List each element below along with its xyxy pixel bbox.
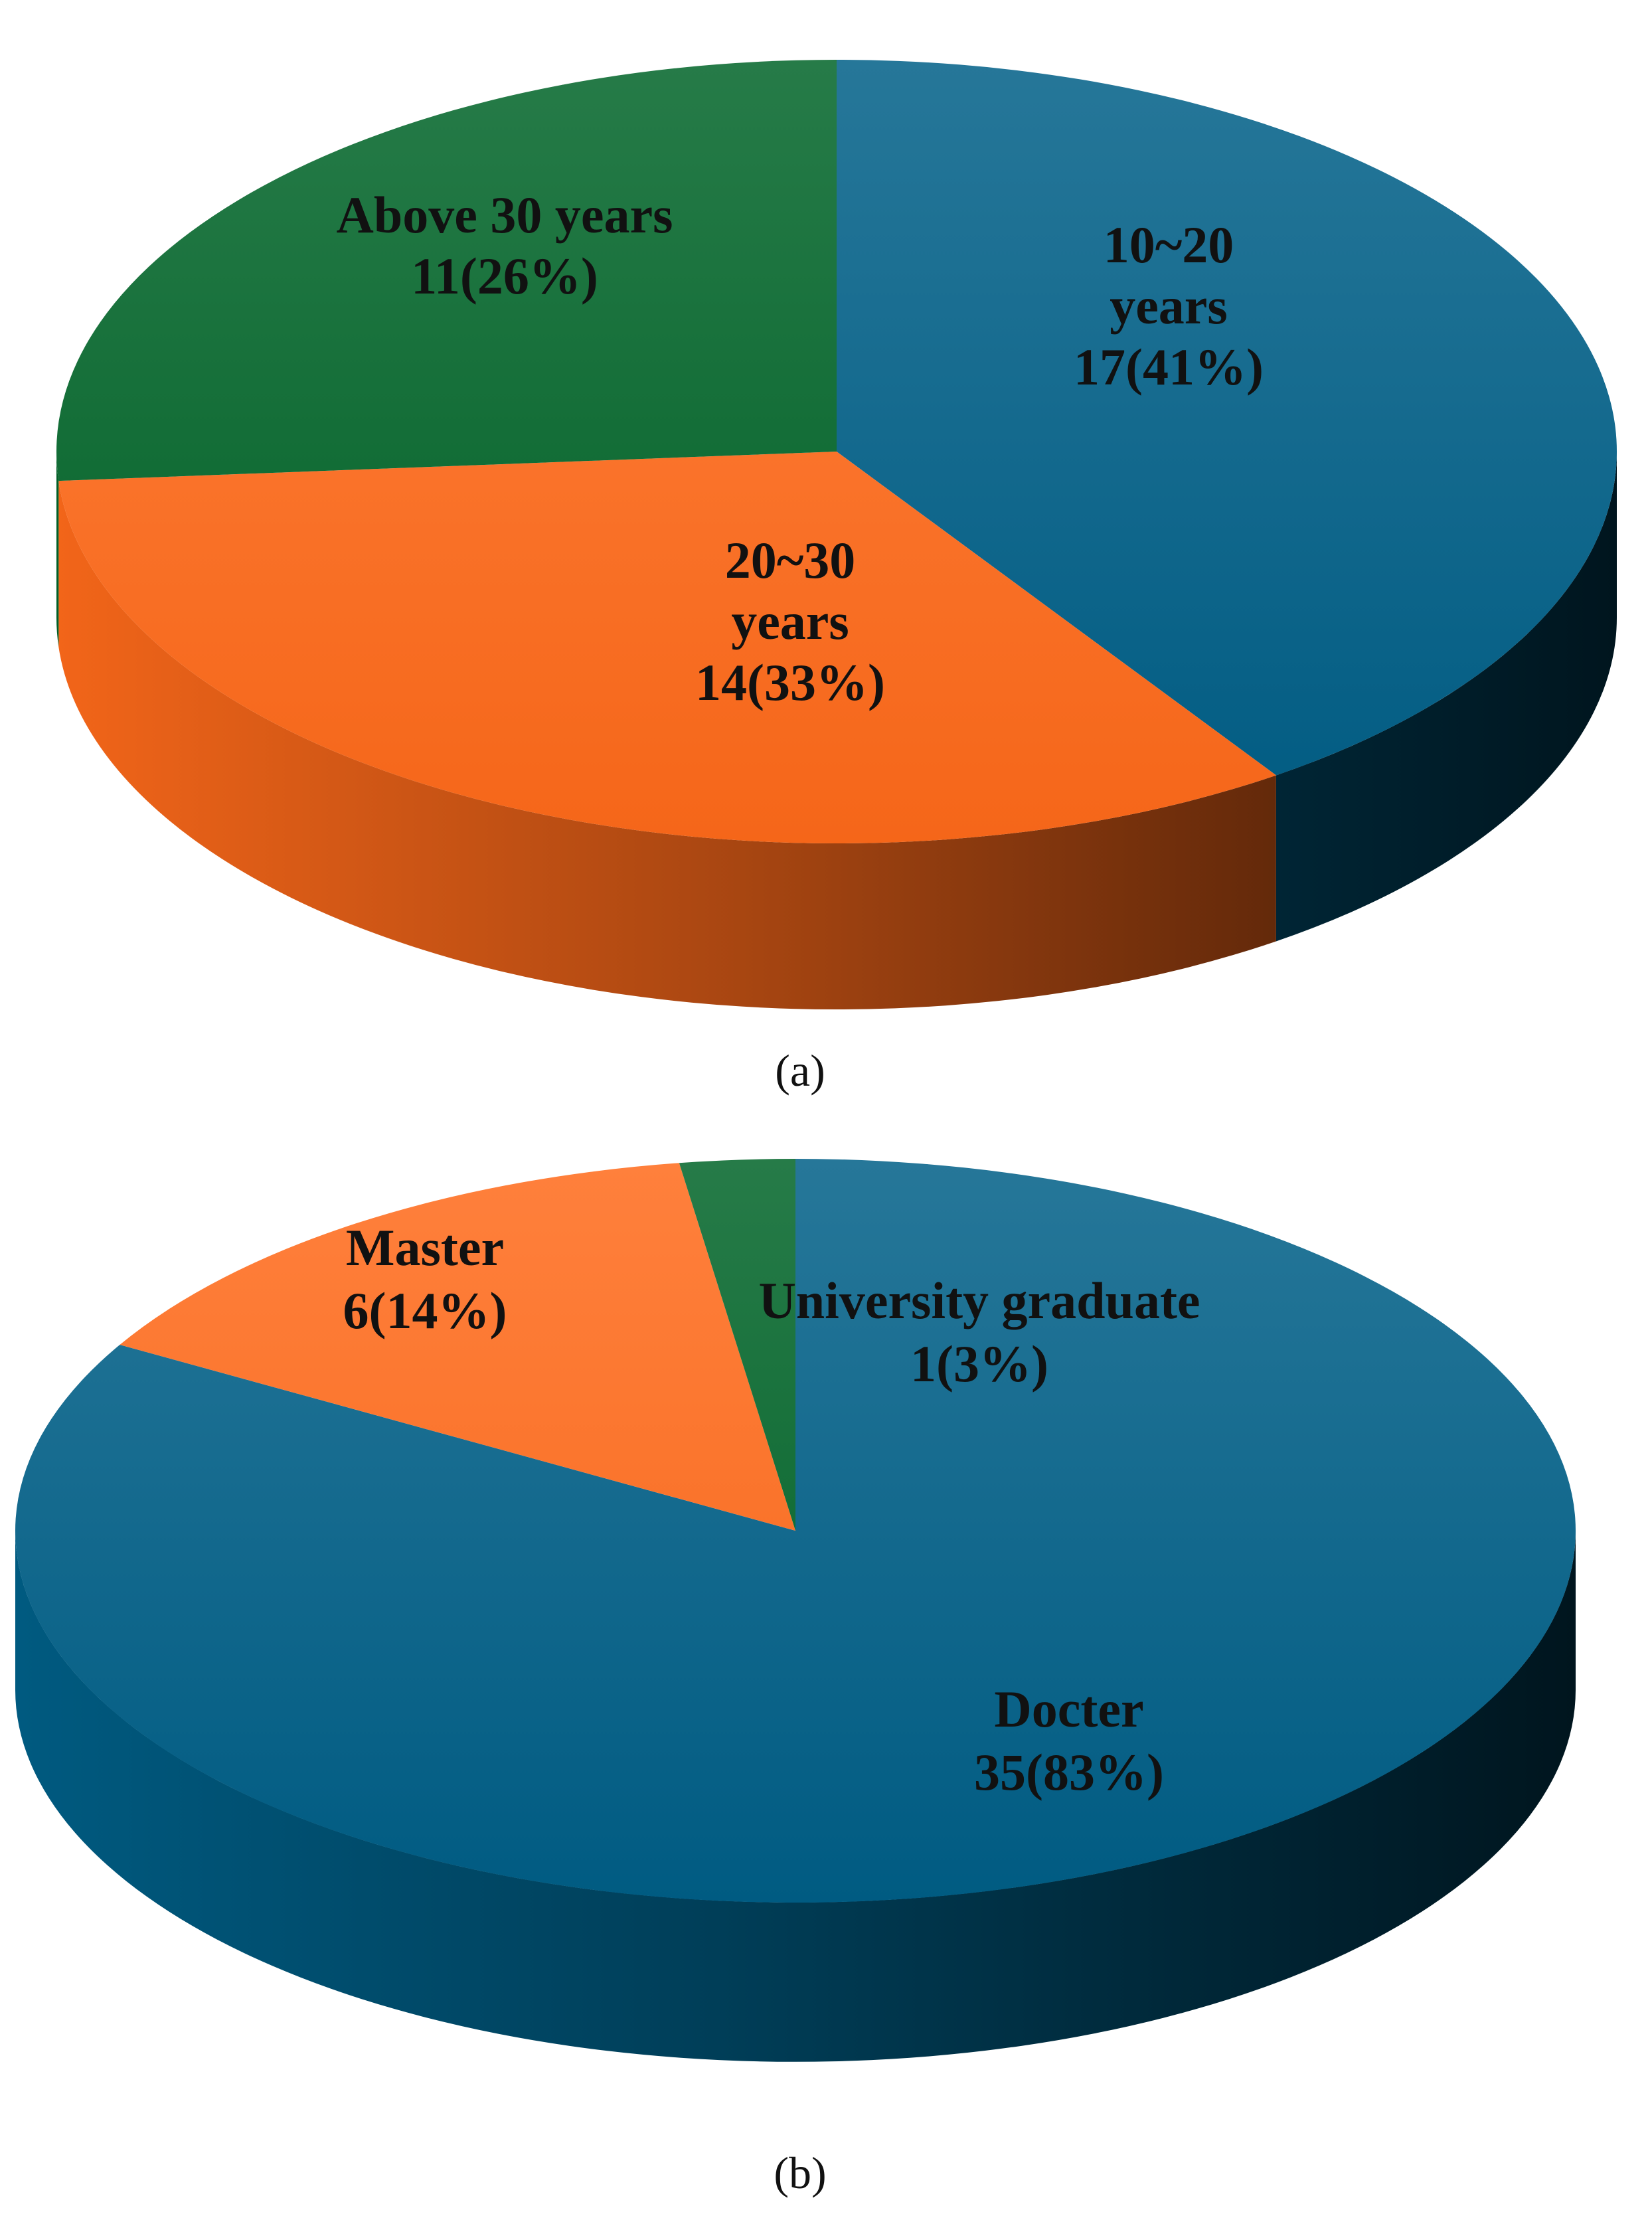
slice-label-line: 20~30 — [725, 531, 856, 589]
pie-side-above-30-years — [56, 452, 59, 647]
slice-label-line: Above 30 years — [337, 186, 673, 244]
slice-label-master: Master 6(14%) — [343, 1219, 507, 1339]
slice-label-line: 11(26%) — [411, 247, 598, 305]
slice-label-line: 35(83%) — [974, 1743, 1164, 1801]
pie-slice-master — [120, 1163, 795, 1531]
pie-slice-docter — [15, 1159, 1576, 1903]
slice-label-line: 1(3%) — [910, 1335, 1048, 1393]
slice-label-docter: Docter 35(83%) — [974, 1680, 1164, 1801]
slice-label-line: 10~20 — [1104, 216, 1234, 274]
pie-top — [56, 60, 1617, 843]
slice-label-university-graduate: University graduate 1(3%) — [758, 1272, 1200, 1393]
pie-slice-10-20-years — [837, 60, 1617, 776]
slice-label-line: 6(14%) — [343, 1282, 507, 1339]
pie-slice-university-graduate — [679, 1159, 795, 1531]
pie-side-20-30-years — [58, 481, 1276, 1009]
pie-chart-a: 10~20 years 17(41%)20~30 years 14(33%)Above … — [56, 60, 1617, 1009]
pie-side-10-20-years — [1276, 452, 1617, 942]
slice-label-line: Master — [346, 1219, 504, 1276]
pie-slice-above-30-years — [56, 60, 837, 481]
slice-label-line: years — [731, 592, 849, 650]
pie-side-docter — [15, 1531, 1576, 2062]
panel-label-a: (a) — [775, 1045, 825, 1096]
pie-chart-b: Docter 35(83%) Master 6(14%) University grad… — [15, 1159, 1576, 2062]
slice-label-line: 14(33%) — [695, 653, 885, 711]
slice-label-10-20-years: 10~20 years 17(41%) — [1074, 216, 1264, 396]
slice-label-line: 17(41%) — [1074, 338, 1264, 396]
slice-label-above-30-years: Above 30 years 11(26%) — [337, 186, 673, 305]
slice-label-line: Docter — [994, 1680, 1143, 1738]
pie-side-wall — [56, 452, 1617, 1009]
pie-slice-20-30-years — [58, 452, 1276, 843]
slice-label-line: years — [1110, 277, 1228, 335]
pie-top — [15, 1159, 1576, 1903]
pie-side-wall — [15, 1531, 1576, 2062]
slice-label-line: University graduate — [758, 1272, 1200, 1329]
slice-label-20-30-years: 20~30 years 14(33%) — [695, 531, 885, 711]
panel-label-b: (b) — [774, 2148, 826, 2198]
